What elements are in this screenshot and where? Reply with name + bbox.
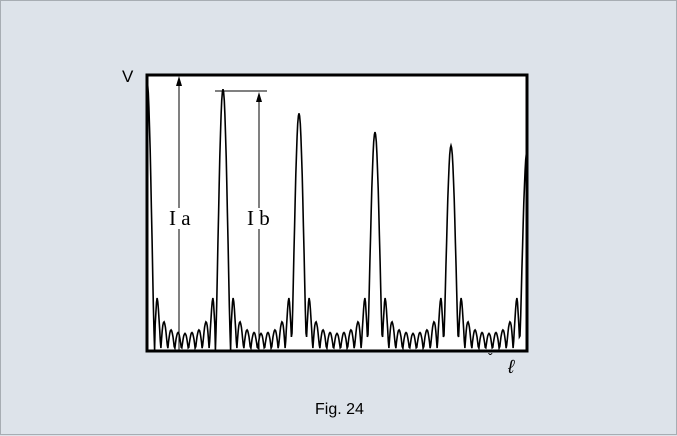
x-axis-label: ℓ xyxy=(508,357,515,378)
figure-caption: Fig. 24 xyxy=(315,401,364,418)
arrow-head-a xyxy=(176,76,182,86)
plot-area xyxy=(145,73,529,353)
dimension-label-a: I a xyxy=(167,206,193,230)
arrow-head-b xyxy=(256,92,262,102)
waveform-trace xyxy=(146,80,528,351)
x-axis-mark: ˇ xyxy=(488,350,493,366)
waveform-line xyxy=(146,80,528,351)
dimension-label-b: I b xyxy=(245,206,272,230)
y-axis-label: V xyxy=(122,67,134,86)
